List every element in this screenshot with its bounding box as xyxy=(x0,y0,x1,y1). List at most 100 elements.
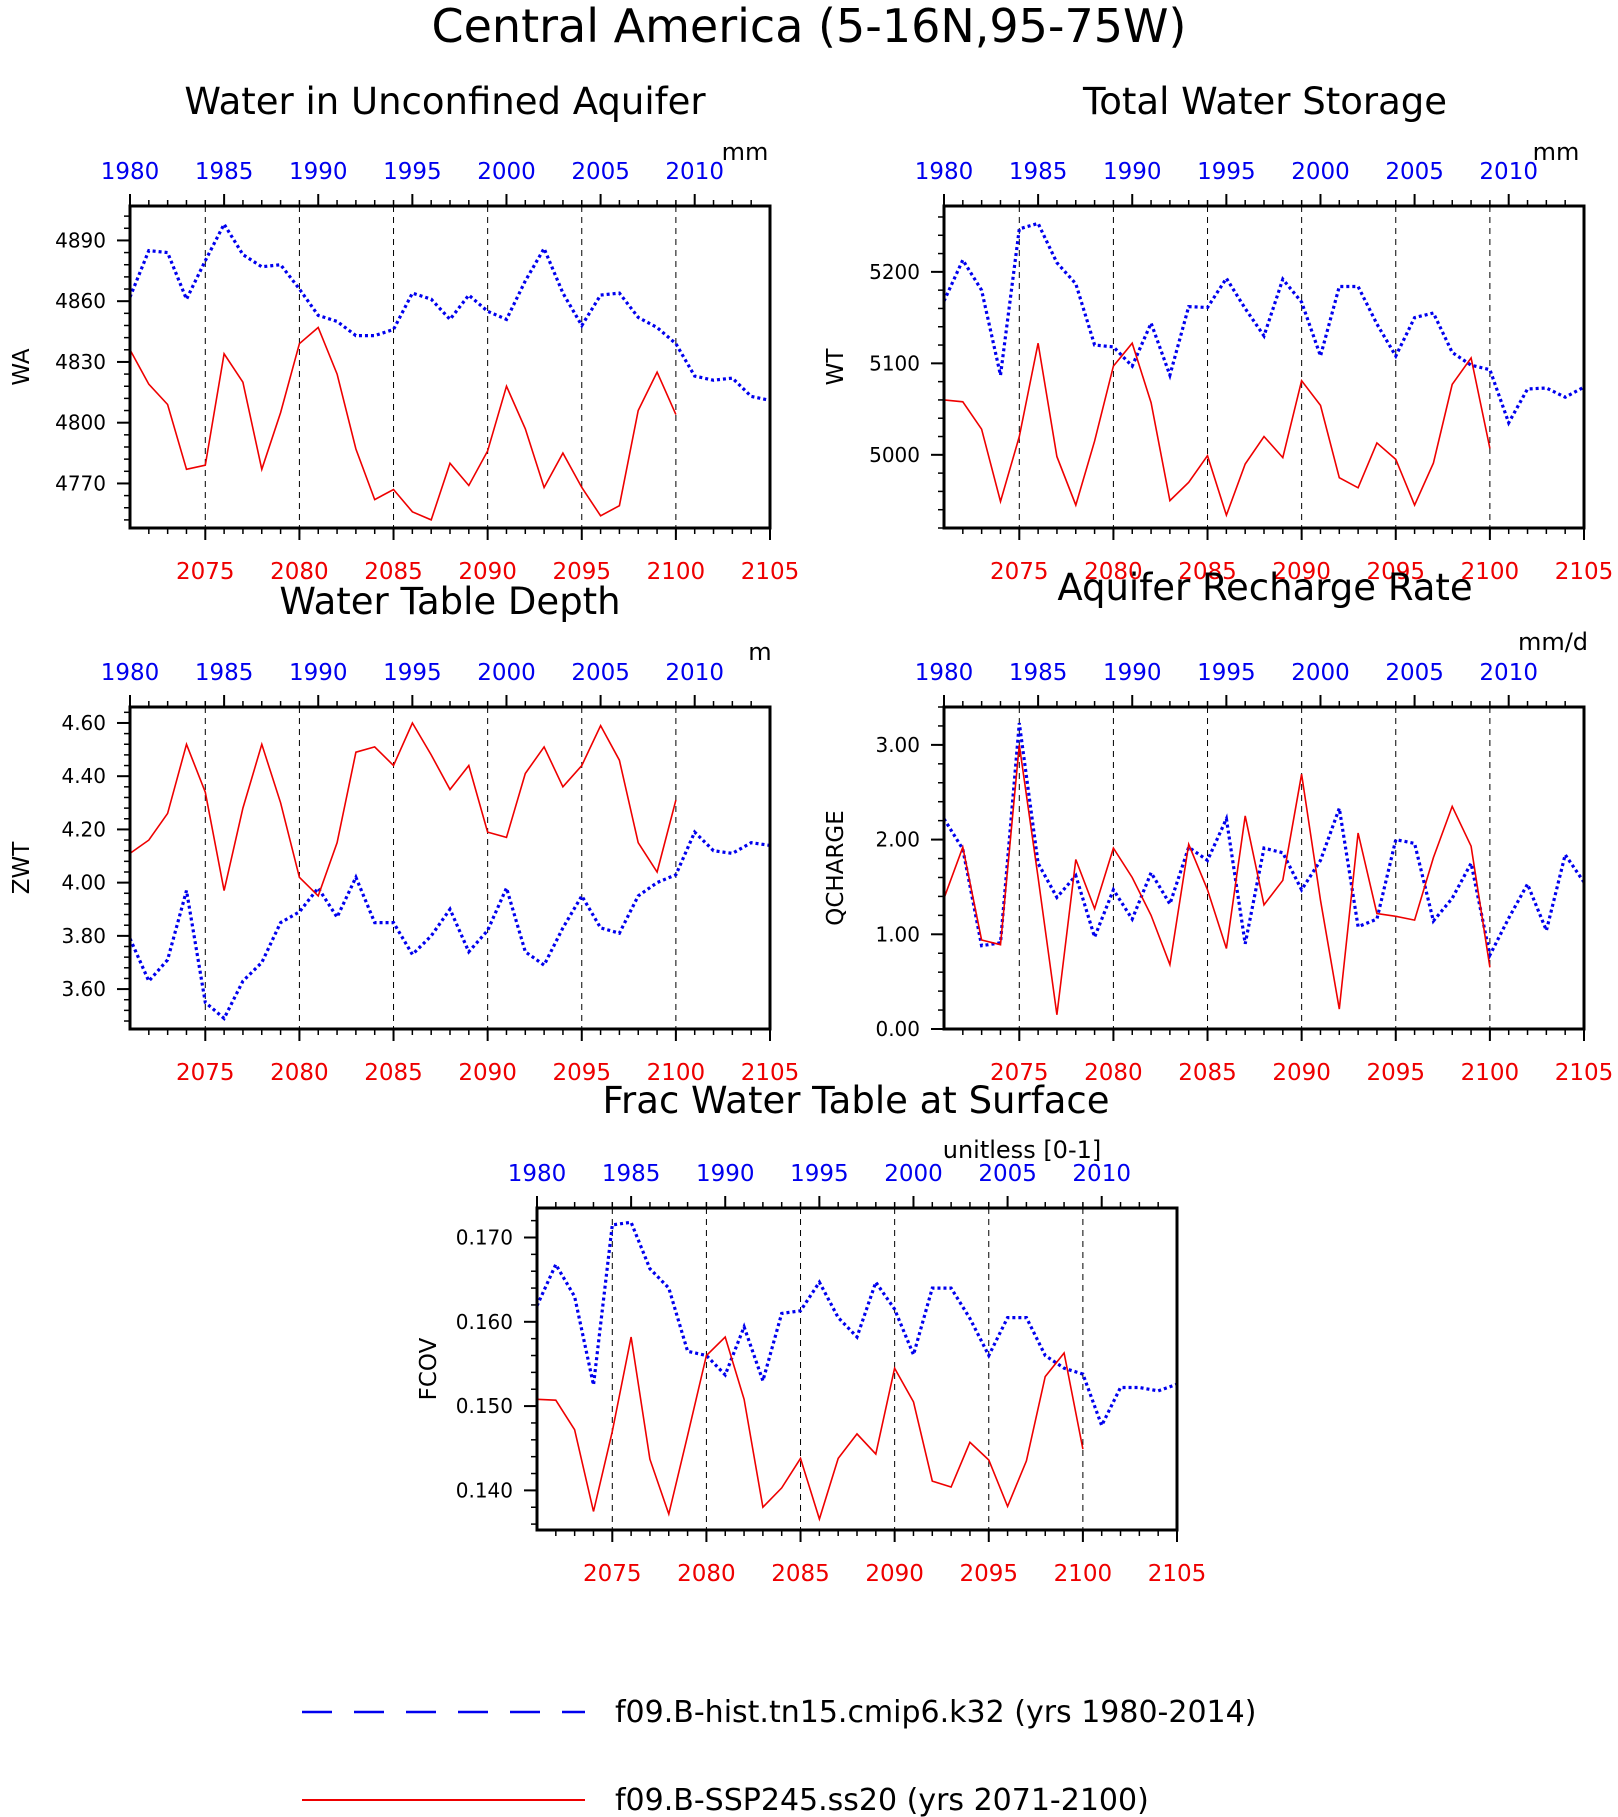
x-tick-label-top: 1995 xyxy=(383,660,442,686)
y-axis-label: WA xyxy=(9,348,35,385)
series-line-ssp xyxy=(129,326,677,521)
series-line-hist xyxy=(942,221,1585,427)
panel-title: Water Table Depth xyxy=(279,580,620,623)
x-tick-label-top: 2010 xyxy=(1479,660,1538,686)
x-tick-label-top: 2010 xyxy=(1072,1161,1131,1187)
x-tick-label-top: 1990 xyxy=(696,1161,755,1187)
y-tick-label: 2.00 xyxy=(875,828,920,852)
x-tick-label-bottom: 2085 xyxy=(1178,559,1237,585)
x-tick-label-bottom: 2100 xyxy=(1054,1561,1113,1587)
x-tick-label-bottom: 2100 xyxy=(647,559,706,585)
y-tick-label: 3.80 xyxy=(61,924,106,948)
x-tick-label-top: 2005 xyxy=(571,660,630,686)
series-line-hist xyxy=(128,829,771,1021)
x-tick-label-bottom: 2075 xyxy=(176,1060,235,1086)
x-tick-label-bottom: 2085 xyxy=(771,1561,830,1587)
y-tick-label: 0.170 xyxy=(456,1226,513,1250)
y-axis-label: WT xyxy=(823,348,849,386)
x-tick-label-top: 1980 xyxy=(101,660,160,686)
x-tick-label-bottom: 2075 xyxy=(583,1561,642,1587)
plot-frame xyxy=(128,705,772,1031)
units-label: unitless [0-1] xyxy=(943,1136,1102,1164)
x-tick-label-bottom: 2100 xyxy=(647,1060,706,1086)
x-tick-label-bottom: 2090 xyxy=(865,1561,924,1587)
x-tick-label-bottom: 2085 xyxy=(1178,1060,1237,1086)
x-tick-label-bottom: 2080 xyxy=(270,1060,329,1086)
y-tick-label: 4800 xyxy=(55,411,106,435)
x-tick-label-top: 1980 xyxy=(101,159,160,185)
x-tick-label-top: 1985 xyxy=(195,660,254,686)
x-tick-label-bottom: 2105 xyxy=(1555,559,1614,585)
x-tick-label-top: 1985 xyxy=(1009,159,1068,185)
units-label: m xyxy=(748,638,771,666)
x-tick-label-bottom: 2075 xyxy=(990,559,1049,585)
series-line-hist xyxy=(535,1220,1178,1430)
x-tick-label-bottom: 2080 xyxy=(677,1561,736,1587)
panel-title: Aquifer Recharge Rate xyxy=(1057,566,1472,609)
x-tick-label-bottom: 2075 xyxy=(990,1060,1049,1086)
y-tick-label: 1.00 xyxy=(875,922,920,946)
x-tick-label-top: 2000 xyxy=(477,159,536,185)
chart-panel: 1980 1985 1990 1995 2000 2005 2010 2075 2080 2085… xyxy=(823,566,1613,1086)
series-line-ssp xyxy=(943,744,1491,1015)
plot-frame xyxy=(942,204,1586,530)
x-tick-label-bottom: 2105 xyxy=(1555,1060,1614,1086)
x-tick-label-top: 2000 xyxy=(477,660,536,686)
x-tick-label-top: 1995 xyxy=(790,1161,849,1187)
y-tick-label: 4.60 xyxy=(61,711,106,735)
x-tick-label-top: 2005 xyxy=(1385,660,1444,686)
chart-panel: 1980 1985 1990 1995 2000 2005 2010 2075 2080 2085… xyxy=(823,80,1613,585)
x-tick-label-top: 1990 xyxy=(1103,660,1162,686)
x-tick-label-top: 1980 xyxy=(915,660,974,686)
x-tick-label-bottom: 2080 xyxy=(1084,559,1143,585)
x-tick-label-top: 1990 xyxy=(1103,159,1162,185)
panel-title: Water in Unconfined Aquifer xyxy=(184,80,706,123)
x-tick-label-top: 2000 xyxy=(884,1161,943,1187)
series-line-ssp xyxy=(129,721,677,898)
y-tick-label: 0.140 xyxy=(456,1478,513,1502)
x-tick-label-top: 1980 xyxy=(508,1161,567,1187)
series-line-ssp xyxy=(943,341,1491,518)
y-tick-label: 3.00 xyxy=(875,733,920,757)
x-tick-label-bottom: 2090 xyxy=(1272,559,1331,585)
y-tick-label: 0.00 xyxy=(875,1017,920,1041)
x-tick-label-top: 1995 xyxy=(1197,660,1256,686)
x-tick-label-bottom: 2085 xyxy=(364,559,423,585)
series-line-hist xyxy=(942,722,1586,960)
x-tick-label-top: 2010 xyxy=(665,159,724,185)
chart-panel: 1980 1985 1990 1995 2000 2005 2010 2075 2080 2085… xyxy=(416,1079,1206,1587)
x-tick-label-top: 2000 xyxy=(1291,660,1350,686)
x-tick-label-top: 1990 xyxy=(289,660,348,686)
x-tick-label-top: 2010 xyxy=(665,660,724,686)
y-axis-label: ZWT xyxy=(9,841,35,894)
legend: f09.B-hist.tn15.cmip6.k32 (yrs 1980-2014… xyxy=(302,1695,1256,1817)
figure-title: Central America (5-16N,95-75W) xyxy=(432,0,1187,53)
x-tick-label-bottom: 2095 xyxy=(959,1561,1018,1587)
x-tick-label-bottom: 2090 xyxy=(458,559,517,585)
x-tick-label-bottom: 2090 xyxy=(458,1060,517,1086)
x-tick-label-top: 1985 xyxy=(195,159,254,185)
x-tick-label-bottom: 2100 xyxy=(1461,1060,1520,1086)
x-tick-label-top: 1995 xyxy=(383,159,442,185)
series-line-hist xyxy=(128,220,771,402)
x-tick-label-bottom: 2075 xyxy=(176,559,235,585)
chart-panels: 1980 1985 1990 1995 2000 2005 2010 2075 2080 2085… xyxy=(9,80,1613,1587)
x-tick-label-top: 1980 xyxy=(915,159,974,185)
plot-frame xyxy=(942,705,1586,1031)
y-tick-label: 4770 xyxy=(55,471,106,495)
x-tick-label-bottom: 2105 xyxy=(1148,1561,1207,1587)
chart-panel: 1980 1985 1990 1995 2000 2005 2010 2075 2080 2085… xyxy=(9,580,799,1086)
units-label: mm/d xyxy=(1518,628,1588,656)
x-tick-label-bottom: 2080 xyxy=(270,559,329,585)
x-tick-label-top: 2005 xyxy=(1385,159,1444,185)
y-tick-label: 0.150 xyxy=(456,1394,513,1418)
x-tick-label-bottom: 2085 xyxy=(364,1060,423,1086)
x-tick-label-top: 2005 xyxy=(571,159,630,185)
x-tick-label-top: 1985 xyxy=(602,1161,661,1187)
y-tick-label: 4830 xyxy=(55,350,106,374)
panel-title: Frac Water Table at Surface xyxy=(602,1079,1109,1122)
y-tick-label: 0.160 xyxy=(456,1310,513,1334)
y-tick-label: 3.60 xyxy=(61,977,106,1001)
x-tick-label-bottom: 2090 xyxy=(1272,1060,1331,1086)
